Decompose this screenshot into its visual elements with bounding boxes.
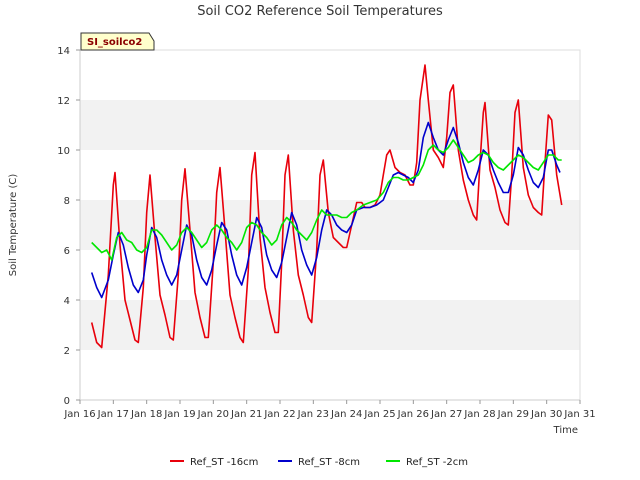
y-tick-label: 0 [64, 396, 70, 407]
y-axis-label: Soil Temperature (C) [8, 174, 19, 277]
x-tick-label: Jan 19 [163, 409, 195, 420]
legend: Ref_ST -16cm Ref_ST -8cm Ref_ST -2cm [170, 457, 468, 468]
chart-title: Soil CO2 Reference Soil Temperatures [197, 4, 443, 19]
y-tick-label: 8 [64, 196, 70, 207]
series-line [90, 64, 563, 349]
series-line [91, 139, 562, 261]
x-tick-label: Jan 29 [497, 409, 529, 420]
grid-band [80, 250, 580, 300]
grid-band [80, 50, 580, 100]
x-axis-label: Time [553, 425, 578, 436]
x-tick-label: Jan 22 [263, 409, 295, 420]
x-tick-label: Jan 28 [463, 409, 495, 420]
x-tick-label: Jan 23 [297, 409, 329, 420]
x-tick-label: Jan 24 [330, 409, 362, 420]
y-tick-label: 14 [57, 46, 70, 57]
grid-band [80, 300, 580, 350]
grid-band [80, 350, 580, 400]
legend-label: Ref_ST -16cm [190, 457, 258, 468]
grid-bands [80, 50, 580, 400]
x-tick-label: Jan 26 [397, 409, 429, 420]
legend-label: Ref_ST -2cm [406, 457, 468, 468]
y-tick-label: 6 [64, 246, 70, 257]
y-tick-label: 10 [57, 146, 70, 157]
x-tick-label: Jan 16 [63, 409, 95, 420]
x-tick-label: Jan 31 [563, 409, 595, 420]
x-tick-label: Jan 20 [197, 409, 229, 420]
site-badge-label: SI_soilco2 [87, 37, 142, 48]
legend-label: Ref_ST -8cm [298, 457, 360, 468]
y-axis: 0 2 4 6 8 10 12 14 [57, 46, 81, 407]
x-tick-label: Jan 18 [130, 409, 162, 420]
x-tick-label: Jan 17 [97, 409, 129, 420]
x-tick-label: Jan 30 [530, 409, 562, 420]
series-lines [90, 64, 563, 349]
x-tick-label: Jan 25 [363, 409, 395, 420]
series-line [90, 121, 561, 299]
y-tick-label: 2 [64, 346, 70, 357]
y-tick-label: 12 [57, 96, 70, 107]
x-tick-label: Jan 21 [230, 409, 262, 420]
x-tick-label: Jan 27 [430, 409, 462, 420]
site-badge: SI_soilco2 [80, 32, 155, 51]
y-tick-label: 4 [64, 296, 70, 307]
x-axis: Jan 16 Jan 17 Jan 18 Jan 19 Jan 20 Jan 21 Jan … [63, 399, 596, 420]
grid-band [80, 100, 580, 150]
